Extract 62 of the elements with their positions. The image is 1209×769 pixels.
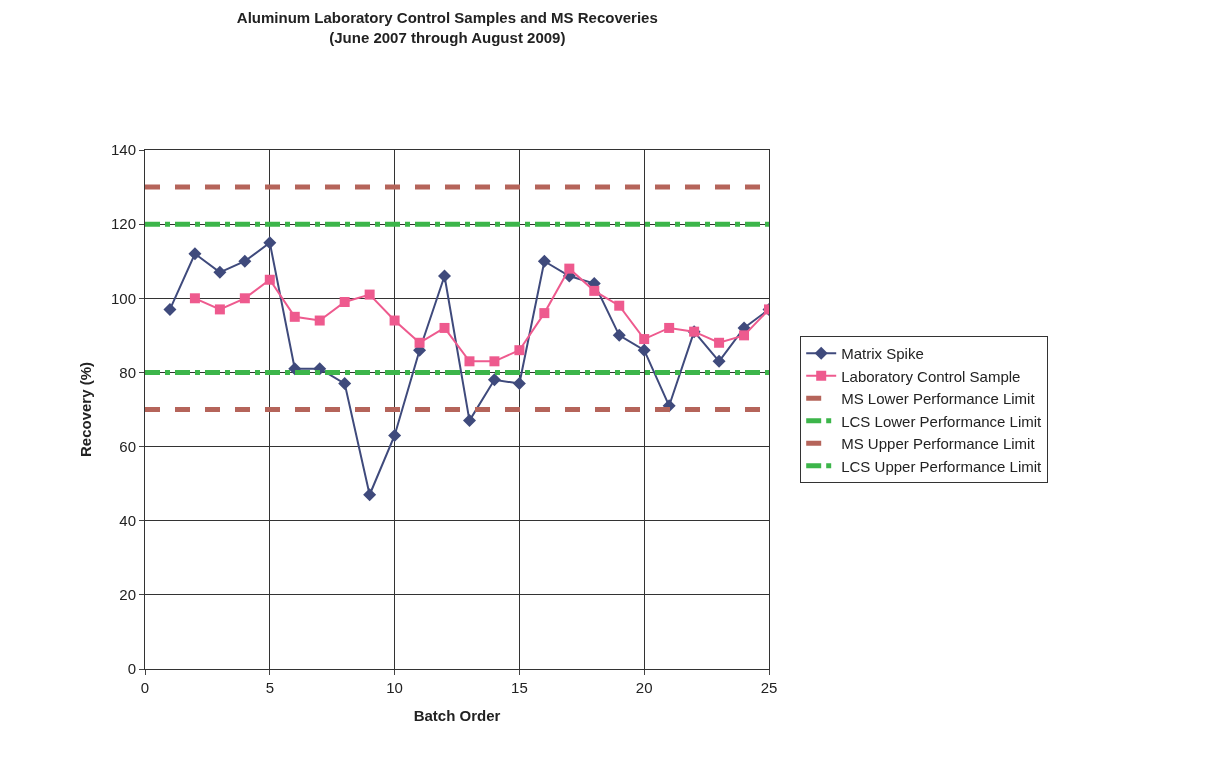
x-tick-label: 10 (386, 679, 403, 696)
point (564, 263, 575, 274)
point (489, 356, 500, 367)
point (239, 293, 250, 304)
point (712, 354, 726, 368)
x-tick-label: 5 (265, 679, 274, 696)
y-tick-label: 100 (110, 289, 136, 307)
chart-title: Aluminum Laboratory Control Samples and MS Recoveries (236, 9, 658, 27)
legend-label: LCS Lower Performance Limit (841, 412, 1043, 430)
legend-label: Laboratory Control Sample (841, 367, 1021, 385)
point (389, 315, 400, 326)
point (163, 302, 177, 316)
point (487, 373, 501, 387)
point (739, 330, 750, 341)
point (364, 289, 375, 300)
point (464, 356, 475, 367)
point (363, 488, 377, 502)
point (338, 377, 352, 391)
point (614, 300, 625, 311)
point (188, 247, 202, 261)
point (664, 322, 675, 333)
point (414, 337, 425, 348)
point (213, 265, 227, 279)
y-tick-label: 60 (119, 437, 136, 455)
point (264, 274, 275, 285)
y-tick-label: 0 (127, 660, 136, 678)
x-tick-label: 0 (140, 679, 150, 696)
y-tick-label: 40 (119, 511, 136, 529)
point (514, 345, 525, 356)
point (388, 428, 402, 442)
point (339, 296, 350, 307)
point (637, 343, 651, 357)
x-tick-label: 20 (635, 679, 653, 696)
y-tick-label: 140 (110, 141, 136, 159)
point (539, 308, 550, 319)
point (714, 337, 725, 348)
point (439, 322, 450, 333)
point (512, 377, 526, 391)
legend-label: Matrix Spike (841, 345, 924, 363)
point (263, 236, 277, 250)
point (214, 304, 225, 315)
x-tick-label: 25 (760, 679, 778, 696)
y-axis-title: Recovery (%) (77, 361, 95, 458)
point (238, 254, 252, 268)
point (289, 311, 300, 322)
legend-label: MS Upper Performance Limit (841, 435, 1036, 453)
legend-label: LCS Upper Performance Limit (841, 457, 1043, 475)
x-axis-title: Batch Order (413, 707, 501, 724)
x-tick-label: 15 (511, 679, 528, 696)
chart-subtitle: (June 2007 through August 2009) (329, 28, 566, 46)
y-tick-label: 120 (110, 215, 136, 233)
point (589, 285, 600, 296)
legend-label: MS Lower Performance Limit (841, 390, 1036, 408)
point (314, 315, 325, 326)
y-tick-label: 80 (119, 363, 136, 381)
point (537, 254, 551, 268)
point (639, 334, 650, 345)
point (438, 269, 452, 283)
point (462, 414, 476, 428)
point (189, 293, 200, 304)
y-tick-label: 20 (119, 586, 136, 604)
point (612, 328, 626, 342)
